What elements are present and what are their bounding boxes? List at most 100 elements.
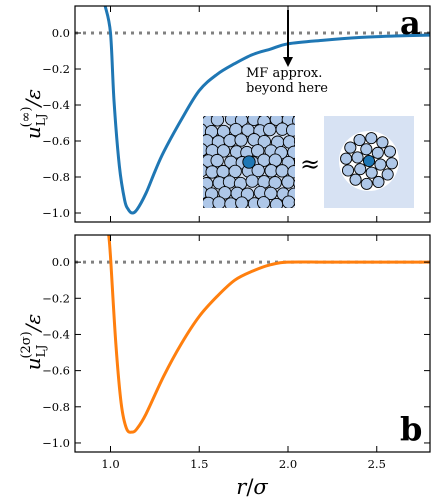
particle	[245, 174, 259, 188]
panel-b-y-tick-label: −1.0	[42, 436, 70, 450]
particle	[234, 133, 248, 147]
particle	[188, 156, 200, 168]
inset-dense-liquid	[188, 102, 312, 208]
approx-symbol: ≈	[300, 150, 320, 178]
particle	[242, 103, 254, 115]
panel-a-letter: a	[400, 4, 421, 42]
particle	[293, 179, 295, 189]
particle	[341, 164, 355, 177]
particle	[371, 146, 384, 159]
particle	[210, 116, 225, 127]
particle	[344, 141, 357, 154]
particle	[205, 103, 217, 115]
particle	[276, 103, 288, 115]
particle	[203, 164, 208, 178]
particle	[222, 116, 227, 117]
panel-b-x-tick-label: 1.5	[190, 457, 208, 471]
particle	[360, 177, 373, 190]
panel-b-series-line	[107, 235, 430, 434]
particle	[263, 122, 277, 137]
inset-neighbor-cluster-particles	[339, 131, 399, 191]
particle	[376, 136, 389, 149]
particle	[374, 158, 387, 171]
particle	[188, 112, 200, 124]
panel-b-x-tick-label: 2.5	[368, 457, 386, 471]
particle	[288, 102, 300, 114]
particle	[189, 177, 201, 189]
particle	[300, 188, 312, 200]
particle	[251, 144, 265, 158]
panel-b-y-tick-label: −0.2	[42, 291, 70, 305]
particle	[349, 173, 362, 186]
inset-dense-liquid-particles	[188, 102, 312, 208]
particle	[203, 137, 204, 143]
particle	[251, 163, 265, 178]
panel-b-ticks: 0.0 −0.2 −0.4 −0.6 −0.8 −1.0 1.0 1.5 2.0 2.5	[42, 235, 430, 471]
particle	[230, 116, 239, 118]
particle	[257, 134, 271, 149]
particle	[189, 196, 201, 208]
panel-b-y-tick-label: −0.4	[42, 327, 70, 341]
panel-a-y-tick-label: −0.6	[42, 134, 70, 148]
particle	[372, 175, 385, 189]
particle	[257, 196, 271, 208]
panel-b-y-tick-label: 0.0	[52, 255, 70, 269]
particle	[340, 152, 353, 165]
particle	[281, 175, 295, 189]
particle	[275, 164, 289, 178]
panel-b-x-tick-label: 1.0	[101, 457, 119, 471]
particle	[282, 195, 295, 208]
particle	[292, 116, 295, 127]
inset-neighbor-cluster	[324, 116, 414, 208]
particle	[353, 133, 366, 147]
particle	[203, 116, 204, 117]
particle	[300, 103, 312, 115]
particle	[293, 137, 295, 145]
panel-a-y-tick-label: −0.2	[42, 62, 70, 76]
particle	[203, 123, 208, 137]
particle	[294, 157, 295, 164]
particle	[265, 102, 277, 114]
panel-a-frame	[74, 5, 431, 223]
panel-a-ylabel: uLJ(∞)/ε	[19, 89, 48, 139]
mf-annotation-line-2: beyond here	[246, 81, 328, 96]
panel-a-y-tick-label: −0.4	[42, 98, 70, 112]
panel-b-y-tick-label: −0.6	[42, 364, 70, 378]
particle	[351, 151, 364, 164]
panel-a-y-tick-label: −1.0	[42, 206, 70, 220]
particle	[383, 145, 397, 158]
particle	[287, 145, 295, 159]
particle	[235, 196, 249, 208]
particle	[287, 165, 295, 179]
panel-a-ticks: 0.0 −0.2 −0.4 −0.6 −0.8 −1.0	[42, 6, 430, 222]
panel-b: 0.0 −0.2 −0.4 −0.6 −0.8 −1.0 1.0 1.5 2.0 2.5 b uL…	[19, 234, 431, 471]
panel-b-x-tick-label: 2.0	[279, 457, 297, 471]
panel-a-y-tick-label: −0.8	[42, 170, 70, 184]
particle	[210, 153, 224, 168]
panel-a-series-line	[103, 6, 430, 215]
panel-b-letter: b	[400, 410, 422, 448]
particle	[212, 196, 226, 208]
particle	[216, 144, 231, 158]
particle	[269, 198, 284, 208]
particle	[381, 168, 394, 181]
panel-b-y-tick-label: −0.8	[42, 400, 70, 414]
particle	[293, 198, 295, 207]
particle	[385, 157, 398, 170]
particle	[354, 163, 367, 176]
particle	[228, 164, 242, 179]
particle	[254, 116, 263, 118]
central-particle	[242, 155, 256, 169]
particle	[285, 123, 295, 137]
central-particle	[362, 154, 376, 168]
particle	[360, 143, 373, 156]
panel-a-y-tick-label: 0.0	[52, 26, 70, 40]
panel-b-frame	[74, 234, 431, 453]
panel-b-ylabel: uLJ(2σ)/ε	[19, 314, 48, 370]
particle	[365, 132, 378, 145]
panel-a: 0.0 −0.2 −0.4 −0.6 −0.8 −1.0 a MF approx. bey…	[19, 4, 431, 223]
x-axis-label: r/σ	[236, 475, 268, 499]
particle	[365, 166, 378, 179]
mf-annotation-line-1: MF approx.	[246, 66, 322, 81]
